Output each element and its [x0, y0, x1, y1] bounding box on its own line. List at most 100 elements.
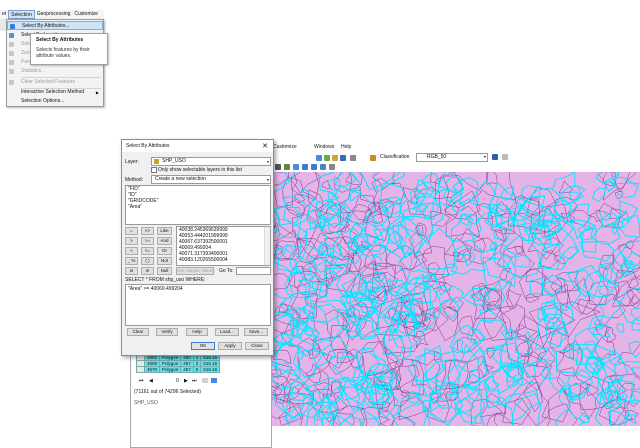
query-expression-input[interactable]: "Area" >= 40069.499204	[125, 284, 271, 326]
menu-item-partial[interactable]: et	[2, 11, 7, 17]
layer-select[interactable]: SHP_USO ▾	[151, 157, 271, 166]
list-item[interactable]: "ID"	[128, 192, 137, 198]
location-select-icon	[9, 33, 14, 38]
list-item[interactable]: "Area"	[128, 204, 143, 210]
table-row[interactable]: 4570 Polygon 467 5 616.16	[136, 366, 221, 373]
menu-separator	[21, 88, 101, 89]
unique-values-list[interactable]: 40038.245369639999 40053.444201999999 40…	[176, 226, 271, 266]
menu-item-selection[interactable]: Selection	[8, 10, 35, 19]
show-all-records-icon[interactable]	[202, 378, 208, 383]
map-toolbar: Customize Windows Help Classification RG…	[270, 140, 630, 174]
hyperlink-icon[interactable]	[302, 164, 308, 170]
operator-is-button[interactable]: Is	[125, 267, 138, 275]
ok-button[interactable]: OK	[191, 342, 215, 350]
operator-less-button[interactable]: <	[125, 247, 138, 255]
table-row[interactable]: 4603 Polygon 460 1 616.16	[136, 354, 221, 361]
table-row[interactable]: 4609 Polygon 467 3 616.16	[136, 360, 221, 367]
first-record-icon[interactable]: ⏮	[139, 378, 144, 384]
tooltip-select-by-attributes: Select By Attributes Selects features by…	[30, 33, 108, 65]
add-data-icon[interactable]	[316, 155, 322, 161]
table-tab[interactable]: SHP_USO	[134, 400, 158, 406]
menu-item-windows[interactable]: Windows	[314, 144, 335, 150]
list-item[interactable]: "GRIDCODE"	[128, 198, 159, 204]
operator-and-button[interactable]: And	[157, 237, 172, 245]
operator-null-button[interactable]: Null	[157, 267, 172, 275]
list-item[interactable]: 40083.120265500004	[179, 257, 228, 263]
list-item[interactable]: 40071.317393400001	[179, 251, 228, 257]
menu-select-by-attributes[interactable]: Select By Attributes...	[7, 21, 103, 30]
classification-dropdown[interactable]: Classification	[380, 154, 410, 160]
clear-button[interactable]: Clear	[127, 328, 149, 336]
operator-parentheses-button[interactable]: ( )	[141, 257, 154, 265]
select-features-icon[interactable]	[311, 164, 317, 170]
save-button[interactable]: Save...	[244, 328, 268, 336]
record-navigator: ⏮ ◀ 0 ▶ ⏭	[136, 378, 262, 384]
operator-or-button[interactable]: Or	[157, 247, 172, 255]
measure-icon[interactable]	[293, 164, 299, 170]
dialog-title-bar: Select By Attributes ✕	[122, 140, 273, 152]
chart-icon[interactable]	[502, 154, 508, 160]
previous-record-icon[interactable]: ◀	[149, 378, 153, 384]
menu-select-partial[interactable]: Selec	[7, 40, 103, 49]
search-icon[interactable]	[350, 155, 356, 161]
show-selected-records-icon[interactable]	[211, 378, 217, 383]
operator-like-button[interactable]: Like	[157, 227, 172, 235]
menu-pan-partial[interactable]: Pan	[7, 58, 103, 67]
apply-button[interactable]: Apply	[218, 342, 242, 350]
close-button[interactable]: Close	[245, 342, 269, 350]
selection-icon[interactable]	[320, 164, 326, 170]
identify-icon[interactable]	[275, 164, 281, 170]
only-selectable-checkbox[interactable]	[151, 167, 157, 173]
operator-not-equal-button[interactable]: <>	[141, 227, 154, 235]
python-icon[interactable]	[340, 155, 346, 161]
menu-item-help[interactable]: Help	[341, 144, 352, 150]
table-select-icon	[10, 24, 15, 29]
toolbox-icon[interactable]	[332, 155, 338, 161]
menu-item-customize[interactable]: Customize	[74, 11, 99, 17]
list-item[interactable]: 40038.245369639999	[179, 227, 228, 233]
list-item[interactable]: 40069.499204	[179, 245, 211, 251]
menu-clear-selected[interactable]: Clear Selected Features	[7, 78, 103, 87]
layer-select[interactable]: RGB_50 ▾	[416, 153, 488, 162]
record-number[interactable]: 0	[176, 378, 179, 384]
attribute-table: 4603 Polygon 460 1 616.16 4609 Polygon 4…	[130, 350, 272, 448]
last-record-icon[interactable]: ⏭	[192, 378, 197, 384]
method-select[interactable]: Create a new selection ▾	[151, 175, 271, 184]
values-scrollbar[interactable]	[264, 227, 270, 265]
operator-not-button[interactable]: Not	[157, 257, 172, 265]
operator-greater-button[interactable]: >	[125, 237, 138, 245]
fields-list[interactable]: "FID" "ID" "GRIDCODE" "Area"	[125, 185, 271, 225]
menu-statistics[interactable]: Statistics...	[7, 67, 103, 76]
operator-equals-button[interactable]: =	[125, 227, 138, 235]
go-to-input[interactable]	[236, 267, 271, 275]
menu-interactive-selection-method[interactable]: Interactive Selection Method ▶	[21, 89, 99, 95]
find-icon[interactable]	[284, 164, 290, 170]
operator-in-button[interactable]: In	[141, 267, 154, 275]
pan-icon	[9, 60, 14, 65]
operator-greater-equal-button[interactable]: >=	[141, 237, 154, 245]
next-record-icon[interactable]: ▶	[184, 378, 188, 384]
only-selectable-label: Only show selectable layers in this list	[158, 167, 242, 173]
selection-count: (71161 out of 74296 Selected)	[134, 389, 201, 395]
help-button[interactable]: Help	[186, 328, 208, 336]
catalog-icon[interactable]	[324, 155, 330, 161]
operator-wildcard-button[interactable]: _ %	[125, 257, 138, 265]
toolbar-strip	[0, 19, 6, 31]
list-item[interactable]: 40067.637392500001	[179, 239, 228, 245]
histogram-icon[interactable]	[492, 154, 498, 160]
menu-item-geoprocessing[interactable]: Geoprocessing	[36, 11, 71, 17]
verify-button[interactable]: Verify	[156, 328, 178, 336]
close-icon[interactable]: ✕	[262, 143, 268, 150]
load-button[interactable]: Load...	[215, 328, 239, 336]
get-unique-values-button[interactable]: Get Unique Values	[176, 267, 215, 275]
menu-selection-options[interactable]: Selection Options...	[21, 98, 65, 104]
menu-item-customize[interactable]: Customize	[273, 144, 297, 150]
menu-zoom-partial[interactable]: Zoom	[7, 49, 103, 58]
list-item[interactable]: 40053.444201999999	[179, 233, 228, 239]
html-popup-icon[interactable]	[329, 164, 335, 170]
operator-less-equal-button[interactable]: <=	[141, 247, 154, 255]
map-display[interactable]	[270, 172, 640, 426]
layer-icon	[154, 159, 159, 164]
list-item[interactable]: "FID"	[128, 186, 140, 192]
select-icon	[9, 42, 14, 47]
